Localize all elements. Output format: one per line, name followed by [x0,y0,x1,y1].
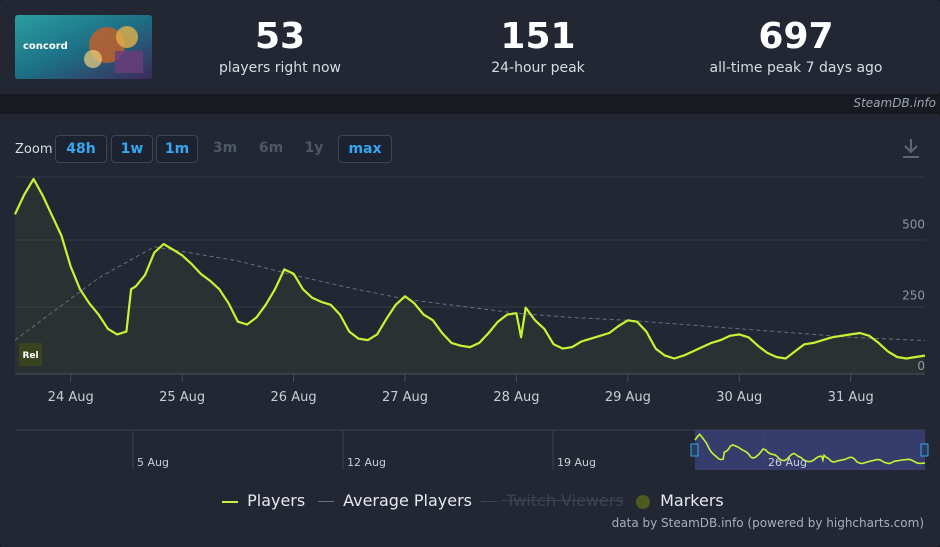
game-thumbnail[interactable]: concord [15,15,152,79]
legend-twitch-viewers[interactable]: Twitch Viewers [481,491,624,511]
navigator-label: 5 Aug [137,456,169,469]
legend-label: Players [247,491,306,510]
zoom-label: Zoom [15,142,53,157]
stat-value: 697 [758,16,834,57]
navigator-players-line [694,433,926,465]
y-tick-label: 0 [917,359,925,373]
stat-label: all-time peak 7 days ago [709,60,883,76]
highcharts-credit[interactable]: data by SteamDB.info (powered by highcha… [611,516,924,530]
zoom-48h-button[interactable]: 48h [55,135,107,163]
legend-circle-icon [636,494,650,509]
stat-current-players: 53 players right now [160,16,400,76]
download-icon[interactable] [900,136,922,160]
x-tick-label: 28 Aug [493,390,539,405]
y-tick-label: 500 [902,218,925,232]
navigator-label: 19 Aug [557,456,596,469]
stat-value: 53 [254,16,306,57]
navigator-left-handle[interactable] [690,443,699,457]
players-line[interactable] [14,177,926,360]
stat-24h-peak: 151 24-hour peak [418,16,658,76]
legend-markers[interactable]: Markers [636,491,724,511]
release-marker-label: Rel [22,351,38,361]
release-marker[interactable] [19,343,42,366]
x-tick-label: 24 Aug [48,390,94,405]
player-chart[interactable]: 24 Aug 25 Aug 26 Aug 27 Aug 28 Aug 29 Aug 30 A… [0,114,940,414]
average-players-line[interactable] [14,246,926,342]
x-tick-label: 27 Aug [382,390,428,405]
legend-label: Twitch Viewers [506,491,624,510]
x-tick-label: 29 Aug [605,390,651,405]
zoom-max-button[interactable]: max [338,135,392,163]
legend-line-icon [222,500,238,503]
chart-panel: Zoom 48h 1w 1m 3m 6m 1y max 24 Aug 25 Aug… [0,114,940,547]
legend-label: Markers [660,491,724,510]
steamdb-credit[interactable]: SteamDB.info [853,96,936,110]
x-tick-label: 30 Aug [716,390,762,405]
game-logo-text: concord [23,41,68,52]
navigator-label: 12 Aug [347,456,386,469]
legend-label: Average Players [343,491,473,510]
stats-bar: concord 53 players right now 151 24-hour… [0,0,940,94]
stat-label: players right now [219,60,341,76]
navigator-right-handle[interactable] [920,443,929,457]
legend-dash-icon [318,501,334,502]
navigator-label: 26 Aug [768,456,807,469]
x-tick-label: 31 Aug [828,390,874,405]
legend-average-players[interactable]: Average Players [318,491,472,511]
zoom-1y-button: 1y [304,140,324,156]
x-tick-label: 26 Aug [271,390,317,405]
stat-label: 24-hour peak [491,60,585,76]
stat-all-time-peak: 697 all-time peak 7 days ago [676,16,916,76]
legend-players[interactable]: Players [222,491,305,511]
zoom-1w-button[interactable]: 1w [111,135,153,163]
x-tick-label: 25 Aug [159,390,205,405]
legend-dash-icon [481,501,497,502]
stat-value: 151 [500,16,576,57]
zoom-6m-button: 6m [258,140,284,156]
players-area [15,179,925,374]
zoom-3m-button: 3m [212,140,238,156]
y-tick-label: 250 [902,288,925,302]
range-navigator[interactable]: 5 Aug 12 Aug 19 Aug 26 Aug [0,426,940,476]
zoom-1m-button[interactable]: 1m [156,135,198,163]
